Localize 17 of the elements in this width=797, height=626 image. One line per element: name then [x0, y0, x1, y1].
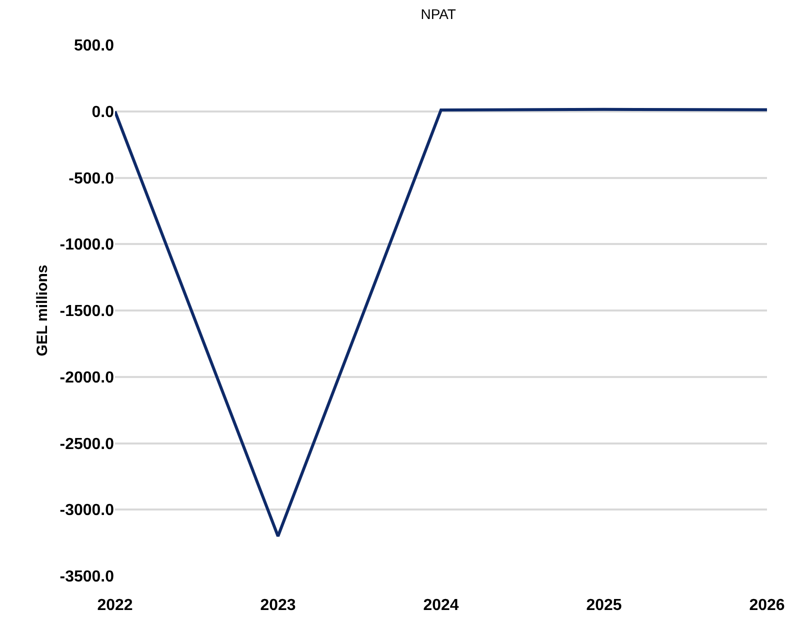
x-tick-label: 2025: [586, 597, 622, 614]
y-tick-label: -2000.0: [60, 369, 114, 386]
y-tick-label: -3500.0: [60, 568, 114, 586]
y-tick-label: -1500.0: [60, 303, 114, 320]
y-tick-label: -3000.0: [60, 502, 114, 520]
y-axis-title: GEL millions: [34, 264, 51, 356]
chart-title: NPAT: [420, 6, 456, 22]
y-tick-label: -2500.0: [60, 436, 114, 453]
line-series: [115, 108, 767, 538]
x-tick-label: 2023: [260, 597, 296, 614]
y-tick-label: -500.0: [68, 170, 114, 188]
y-tick-label: 0.0: [92, 104, 114, 121]
x-tick-label: 2022: [97, 597, 133, 614]
y-tick-label: -1000.0: [60, 236, 114, 254]
x-tick-label: 2024: [423, 597, 459, 614]
x-tick-label: 2026: [749, 597, 785, 614]
y-tick-label: 500.0: [74, 38, 114, 55]
